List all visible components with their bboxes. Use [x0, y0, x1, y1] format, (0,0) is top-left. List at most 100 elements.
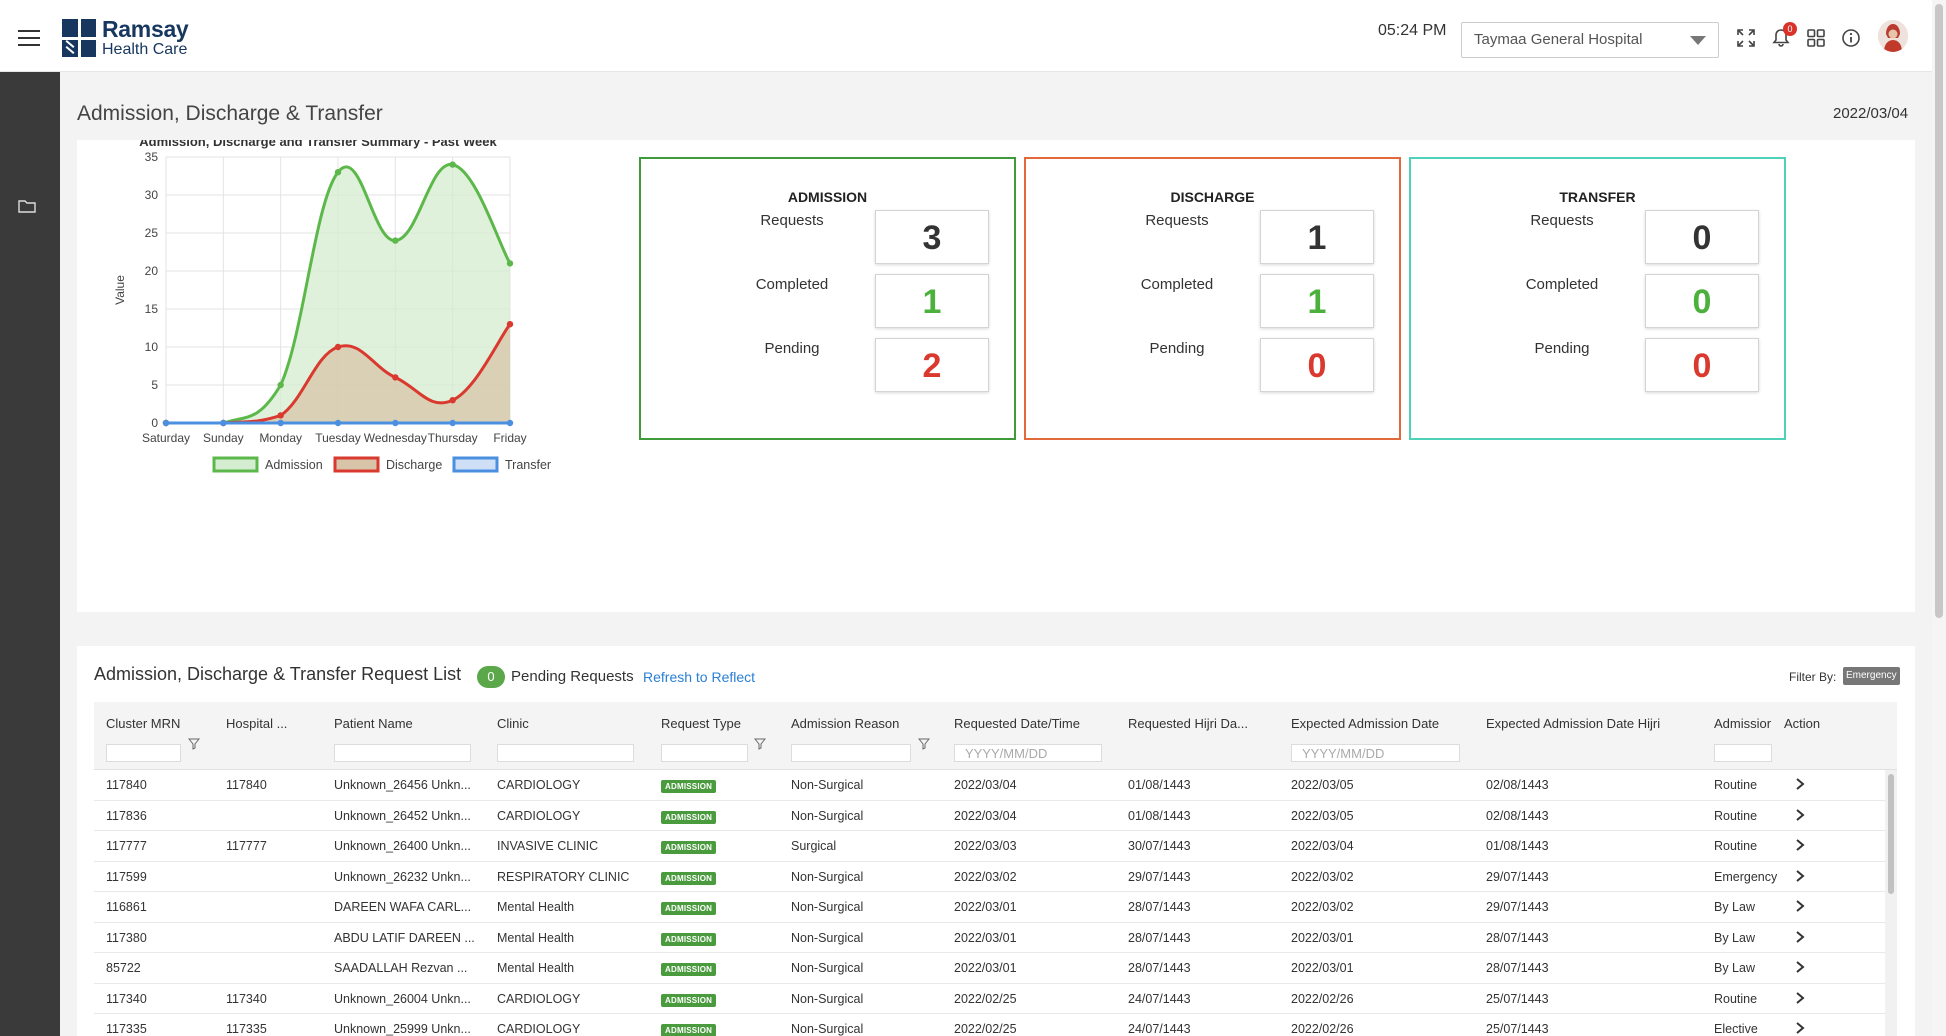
- cell-name: Unknown_25999 Unkn...: [334, 1022, 471, 1036]
- table-row[interactable]: 117836 Unknown_26452 Unkn... CARDIOLOGY ADM…: [94, 801, 1885, 831]
- brand-logo[interactable]: Ramsay Health Care: [62, 16, 189, 58]
- filter-input-request-type[interactable]: [661, 744, 748, 762]
- column-header[interactable]: Patient Name: [334, 716, 413, 731]
- cell-reason: Non-Surgical: [791, 991, 864, 1006]
- pending-label: Pending: [764, 340, 820, 357]
- transfer-legend-label: Transfer: [505, 458, 551, 472]
- column-header[interactable]: Cluster MRN: [106, 716, 181, 731]
- cell-name: Unknown_26456 Unkn...: [334, 778, 471, 792]
- cell-exp-date: 2022/03/01: [1291, 930, 1354, 945]
- filter-input-expected-date[interactable]: YYYY/MM/DD: [1291, 744, 1460, 762]
- cell-adm: Routine: [1714, 778, 1758, 792]
- x-tick-label: Friday: [493, 431, 526, 445]
- cell-req-hijri: 30/07/1443: [1128, 839, 1191, 853]
- chevron-right-icon[interactable]: [1794, 991, 1806, 1005]
- cell-clinic: CARDIOLOGY: [497, 1022, 581, 1036]
- expand-icon[interactable]: [1736, 28, 1756, 48]
- info-icon[interactable]: [1841, 28, 1861, 48]
- column-header[interactable]: Clinic: [497, 716, 529, 731]
- filter-input-admission[interactable]: [1714, 744, 1772, 762]
- cell-name: Unknown_26452 Unkn...: [334, 808, 471, 823]
- filter-input-patient-name[interactable]: [334, 744, 471, 762]
- hospital-select[interactable]: Taymaa General Hospital: [1461, 22, 1719, 58]
- card-title: ADMISSION: [787, 189, 868, 205]
- column-header[interactable]: Requested Hijri Da...: [1128, 716, 1248, 731]
- cell-hosp: 117840: [226, 778, 267, 792]
- table-row[interactable]: 117340 117340 Unknown_26004 Unkn... CARDIOL…: [94, 984, 1885, 1014]
- cell-reason: Surgical: [791, 839, 837, 853]
- chevron-right-icon[interactable]: [1794, 777, 1806, 791]
- filter-icon[interactable]: [918, 738, 930, 750]
- filter-input-mrn[interactable]: [106, 744, 181, 762]
- y-tick-label: 35: [145, 150, 159, 164]
- filter-chip-emergency[interactable]: Emergency: [1843, 667, 1900, 685]
- transfer-point: [220, 419, 227, 427]
- filter-icon[interactable]: [188, 738, 200, 750]
- cell-clinic: INVASIVE CLINIC: [497, 839, 599, 853]
- request-type-badge: ADMISSION: [661, 963, 717, 976]
- table-row[interactable]: 117599 Unknown_26232 Unkn... RESPIRATORY C…: [94, 862, 1885, 892]
- y-tick-label: 30: [145, 188, 159, 202]
- user-avatar[interactable]: [1878, 20, 1908, 52]
- card-title: DISCHARGE: [1170, 189, 1255, 205]
- column-header[interactable]: Admissior: [1714, 716, 1772, 731]
- pending-count: 0: [1645, 338, 1759, 392]
- table-row[interactable]: 85722 SAADALLAH Rezvan ... Mental Health AD…: [94, 953, 1885, 984]
- request-type-badge: ADMISSION: [661, 1024, 717, 1036]
- discharge-point: [277, 412, 284, 419]
- table-row[interactable]: 117777 117777 Unknown_26400 Unkn... INVASIV…: [94, 831, 1885, 862]
- cell-adm: By Law: [1714, 900, 1755, 914]
- cell-exp-hijri: 01/08/1443: [1486, 839, 1549, 853]
- column-header[interactable]: Expected Admission Date Hijri: [1486, 716, 1661, 731]
- brand-name: Ramsay: [102, 16, 189, 42]
- column-header[interactable]: Request Type: [661, 716, 741, 731]
- cell-clinic: Mental Health: [497, 930, 575, 945]
- cell-clinic: CARDIOLOGY: [497, 991, 581, 1006]
- discharge-legend-label: Discharge: [386, 458, 442, 472]
- cell-exp-hijri: 02/08/1443: [1486, 808, 1549, 823]
- filter-input-clinic[interactable]: [497, 744, 634, 762]
- chevron-right-icon[interactable]: [1794, 960, 1806, 974]
- menu-icon[interactable]: [18, 30, 40, 46]
- y-tick-label: 20: [145, 264, 159, 278]
- column-header[interactable]: Expected Admission Date: [1291, 716, 1440, 731]
- filter-input-admission-reason[interactable]: [791, 744, 911, 762]
- cell-reason: Non-Surgical: [791, 961, 864, 975]
- table-row[interactable]: 117380 ABDU LATIF DAREEN ... Mental Health…: [94, 923, 1885, 953]
- table-row[interactable]: 117840 117840 Unknown_26456 Unkn... CARDIOL…: [94, 770, 1885, 801]
- column-header[interactable]: Requested Date/Time: [954, 716, 1080, 731]
- cell-exp-date: 2022/03/05: [1291, 808, 1354, 823]
- chevron-right-icon[interactable]: [1794, 869, 1806, 883]
- cell-reason: Non-Surgical: [791, 778, 864, 792]
- discharge-point: [334, 343, 342, 351]
- column-header[interactable]: Hospital ...: [226, 716, 288, 731]
- chevron-right-icon[interactable]: [1794, 1021, 1806, 1035]
- chart-title: Admission, Discharge and Transfer Summar…: [139, 140, 497, 149]
- cell-hosp: 117340: [226, 991, 267, 1006]
- table-row[interactable]: 116861 DAREEN WAFA CARL... Mental Health AD…: [94, 892, 1885, 923]
- column-header[interactable]: Admission Reason: [791, 716, 900, 731]
- grid-icon[interactable]: [1806, 28, 1826, 48]
- page-scrollbar[interactable]: [1932, 0, 1946, 1036]
- refresh-link[interactable]: Refresh to Reflect: [643, 669, 756, 685]
- cell-clinic: Mental Health: [497, 900, 575, 914]
- chevron-right-icon[interactable]: [1794, 930, 1806, 944]
- transfer-point: [392, 419, 399, 427]
- table-row[interactable]: 117335 117335 Unknown_25999 Unkn... CARDIOL…: [94, 1014, 1885, 1036]
- notifications-button[interactable]: 0: [1771, 22, 1797, 48]
- chevron-right-icon[interactable]: [1794, 808, 1806, 822]
- completed-label: Completed: [1525, 276, 1599, 293]
- chevron-right-icon[interactable]: [1794, 899, 1806, 913]
- folder-icon[interactable]: [18, 198, 36, 214]
- filter-icon[interactable]: [754, 738, 766, 750]
- filter-input-requested-date[interactable]: YYYY/MM/DD: [954, 744, 1102, 762]
- chevron-right-icon[interactable]: [1794, 838, 1806, 852]
- x-tick-label: Monday: [259, 431, 302, 445]
- cell-exp-hijri: 28/07/1443: [1486, 930, 1549, 945]
- brand-subtitle: Health Care: [102, 41, 188, 58]
- requests-label: Requests: [1530, 212, 1594, 229]
- table-scrollbar[interactable]: [1885, 770, 1897, 1036]
- cell-adm: Emergency: [1714, 869, 1778, 884]
- admission-point: [506, 260, 514, 267]
- completed-count: 0: [1645, 274, 1759, 328]
